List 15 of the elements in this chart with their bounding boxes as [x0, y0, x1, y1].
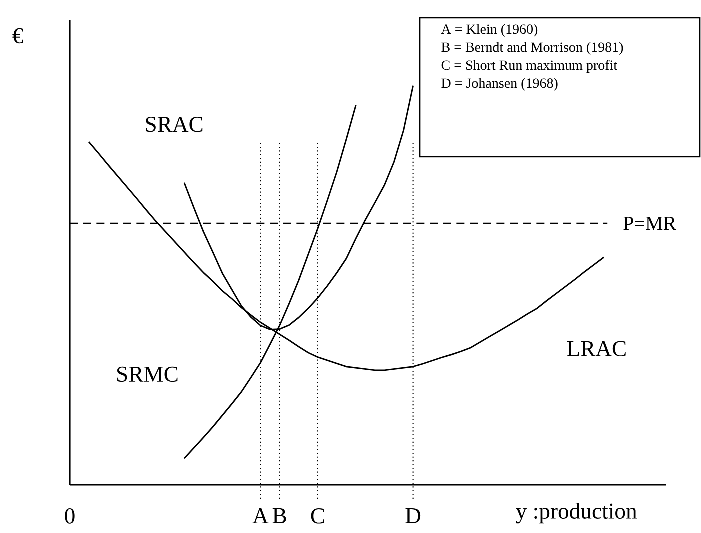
x-axis-title: y :production [516, 503, 638, 524]
text: SRMC [118, 366, 178, 382]
x-tick-label: C [311, 508, 324, 524]
x-tick-label: 0 [65, 508, 75, 524]
ref-line-label: P=MR [624, 217, 677, 230]
text: C = Short Run maximum profit [442, 60, 618, 73]
series-label: LRAC [567, 341, 626, 357]
x-tick-label: B [272, 508, 286, 524]
annotation: D = Johansen (1968) [442, 78, 558, 91]
y-axis-title: € [12, 28, 24, 44]
x-tick-label: D [406, 508, 421, 524]
text: SRAC [146, 116, 203, 132]
x-tick-label: A [252, 508, 269, 524]
text: A = Klein (1960) [441, 24, 538, 37]
text: B = Berndt and Morrison (1981) [442, 42, 624, 55]
